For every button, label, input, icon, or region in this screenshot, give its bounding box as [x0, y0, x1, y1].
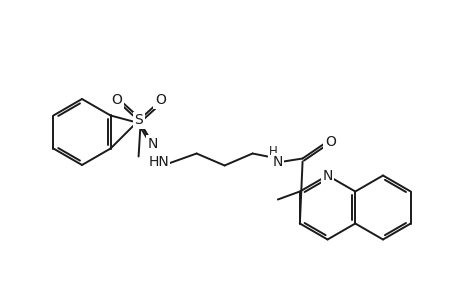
Text: O: O: [325, 136, 335, 149]
Text: N: N: [322, 169, 332, 182]
Text: N: N: [272, 154, 282, 169]
Text: H: H: [269, 145, 277, 158]
Text: O: O: [155, 94, 166, 107]
Text: HN: HN: [148, 154, 169, 169]
Text: N: N: [147, 136, 157, 151]
Text: S: S: [134, 113, 143, 128]
Text: O: O: [111, 94, 122, 107]
